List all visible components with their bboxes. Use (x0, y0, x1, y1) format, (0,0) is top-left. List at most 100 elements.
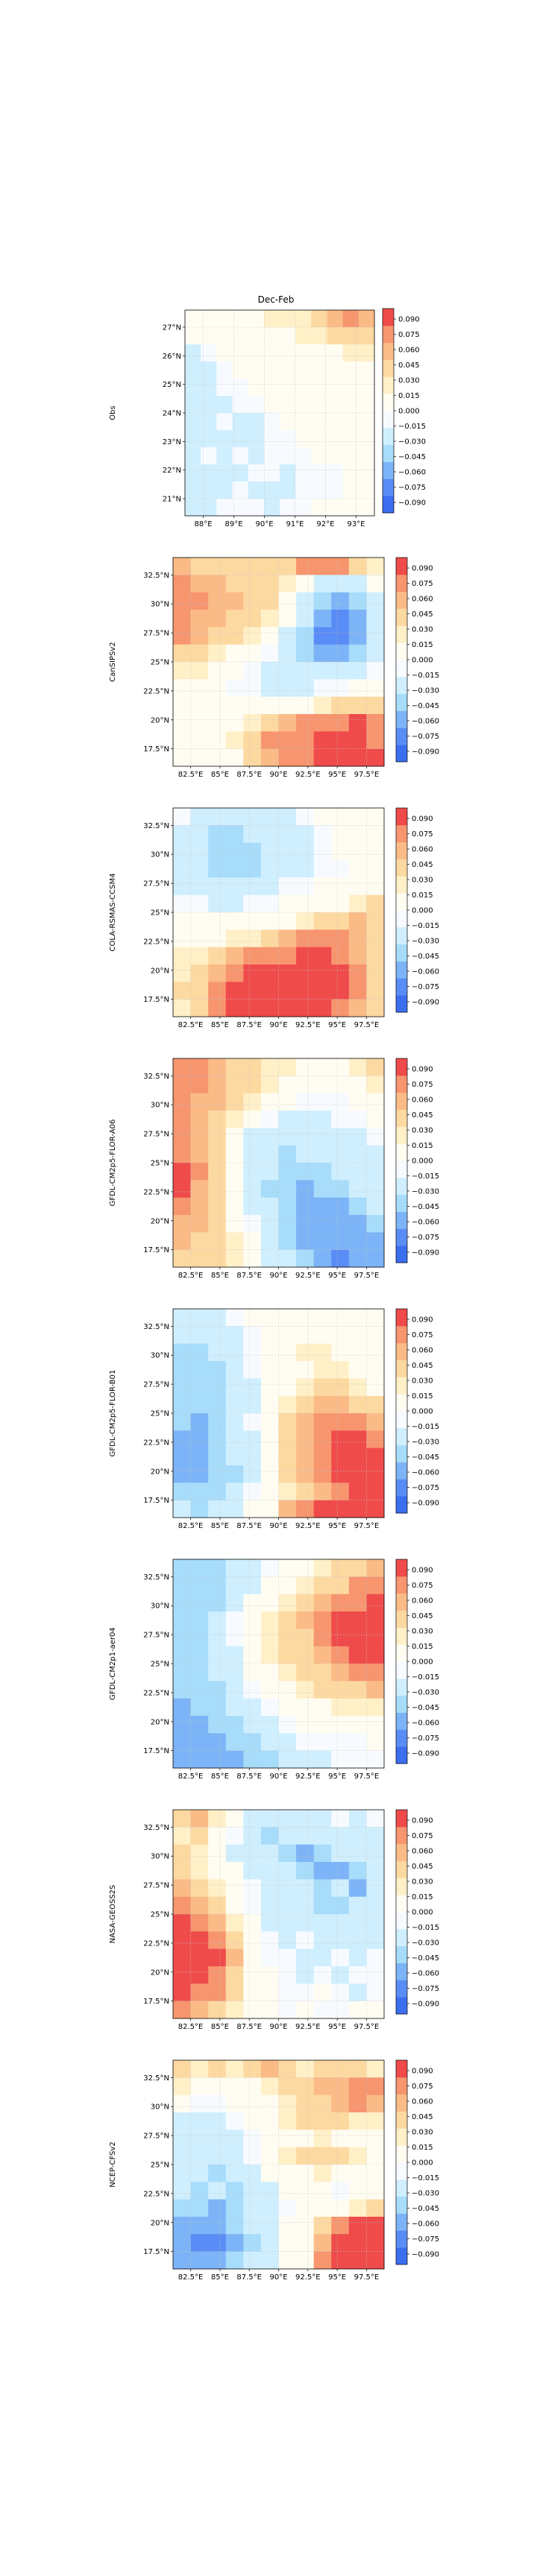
heatmap-cell (296, 1716, 315, 1734)
x-tick-label: 92.5°E (295, 2023, 321, 2031)
heatmap-cell (313, 1093, 332, 1111)
heatmap-cell (327, 327, 344, 345)
heatmap-cell (208, 679, 227, 698)
colorbar-segment (396, 660, 407, 678)
x-tick-label: 85°E (211, 1522, 229, 1530)
heatmap-cell (208, 2165, 227, 2182)
heatmap-cell (366, 965, 385, 982)
heatmap-cell (232, 464, 249, 482)
heatmap-cell (260, 965, 279, 982)
colorbar-tick-label: −0.075 (398, 484, 426, 492)
colorbar-segment (383, 444, 394, 462)
heatmap-cell (225, 1361, 244, 1379)
colorbar-segment (396, 2077, 407, 2095)
heatmap-cell (366, 1862, 385, 1880)
heatmap-cell (260, 1145, 279, 1164)
colorbar-segment (396, 1928, 407, 1947)
heatmap-cell (348, 1948, 367, 1967)
heatmap-cell (208, 1914, 227, 1932)
colorbar-tick-label: 0.000 (398, 408, 420, 416)
heatmap-cell (243, 999, 262, 1017)
heatmap-cell (260, 2130, 279, 2148)
colorbar-segment (396, 745, 407, 763)
heatmap-cell (190, 1180, 209, 1199)
heatmap-cell (190, 2060, 209, 2078)
colorbar-tick-label: 0.090 (412, 815, 433, 824)
y-tick-label: 27.5°N (143, 1632, 169, 1640)
heatmap-cell (208, 1966, 227, 1984)
heatmap-cell (225, 2077, 244, 2096)
heatmap-cell (278, 2199, 297, 2217)
colorbar-tick-label: −0.060 (412, 2220, 439, 2229)
y-tick-label: 30°N (151, 2103, 169, 2112)
heatmap-cell (366, 1844, 385, 1863)
heatmap-cell (173, 929, 192, 948)
heatmap-cell (348, 1576, 367, 1595)
heatmap-cell (366, 679, 385, 698)
heatmap-cell (243, 1361, 262, 1379)
heatmap-cell (260, 1827, 279, 1846)
heatmap-cell (278, 1500, 297, 1518)
colorbar-tick-label: −0.045 (412, 2205, 439, 2213)
heatmap-cell (278, 2130, 297, 2148)
heatmap-cell (331, 1827, 350, 1846)
colorbar-tick-label: −0.030 (412, 1188, 439, 1196)
heatmap-cell (311, 499, 327, 517)
heatmap-cell (366, 842, 385, 861)
heatmap-cell (248, 327, 265, 345)
heatmap-cell (331, 627, 350, 645)
heatmap-cell (348, 2199, 367, 2217)
colorbar-tick-label: −0.045 (412, 1704, 439, 1712)
heatmap-cell (278, 2001, 297, 2019)
heatmap-cell (201, 482, 217, 499)
heatmap-cell (243, 1093, 262, 1111)
colorbar-segment (396, 1058, 407, 1076)
heatmap-cell (190, 627, 209, 645)
heatmap-cell (313, 1232, 332, 1251)
heatmap-cell (173, 1145, 192, 1164)
colorbar-segment (396, 591, 407, 609)
colorbar-tick-label: 0.075 (412, 2083, 433, 2091)
colorbar-segment (396, 978, 407, 996)
heatmap-cell (260, 1215, 279, 1233)
heatmap-cell (225, 1681, 244, 1699)
heatmap-cell (260, 1465, 279, 1483)
colorbar-segment (383, 342, 394, 360)
heatmap-cell (295, 327, 312, 345)
heatmap-cell (173, 696, 192, 715)
y-tick-label: 32.5°N (143, 1073, 169, 1081)
heatmap-cell (311, 379, 327, 397)
heatmap-cell (190, 1681, 209, 1699)
heatmap-cell (190, 1058, 209, 1076)
heatmap-cell (348, 2060, 367, 2078)
heatmap-cell (278, 808, 297, 826)
heatmap-cell (260, 1430, 279, 1449)
heatmap-cell (348, 558, 367, 575)
heatmap-cell (243, 1326, 262, 1345)
heatmap-cell (243, 748, 262, 767)
colorbar-segment (383, 411, 394, 429)
heatmap-cell (366, 1249, 385, 1268)
heatmap-cell (173, 894, 192, 913)
heatmap-cell (243, 1948, 262, 1967)
heatmap-cell (173, 860, 192, 878)
colorbar-segment (396, 2111, 407, 2129)
x-tick-label: 97.5°E (354, 1021, 380, 1029)
heatmap-cell (366, 662, 385, 680)
x-tick-label: 97.5°E (354, 2273, 380, 2282)
heatmap-cell (225, 1309, 244, 1327)
heatmap-cell (311, 464, 327, 482)
heatmap-cell (313, 731, 332, 750)
heatmap-cell (225, 1145, 244, 1164)
colorbar-segment (396, 1109, 407, 1127)
heatmap-cell (208, 2077, 227, 2096)
heatmap-cell (313, 1896, 332, 1915)
heatmap-cell (348, 610, 367, 628)
heatmap-cell (190, 1448, 209, 1466)
x-tick-label: 87.5°E (236, 771, 262, 779)
x-tick-label: 95°E (328, 1772, 346, 1781)
heatmap-cell (173, 825, 192, 844)
colorbar-segment (396, 1878, 407, 1895)
heatmap-cell (358, 482, 375, 499)
heatmap-cell (260, 592, 279, 610)
